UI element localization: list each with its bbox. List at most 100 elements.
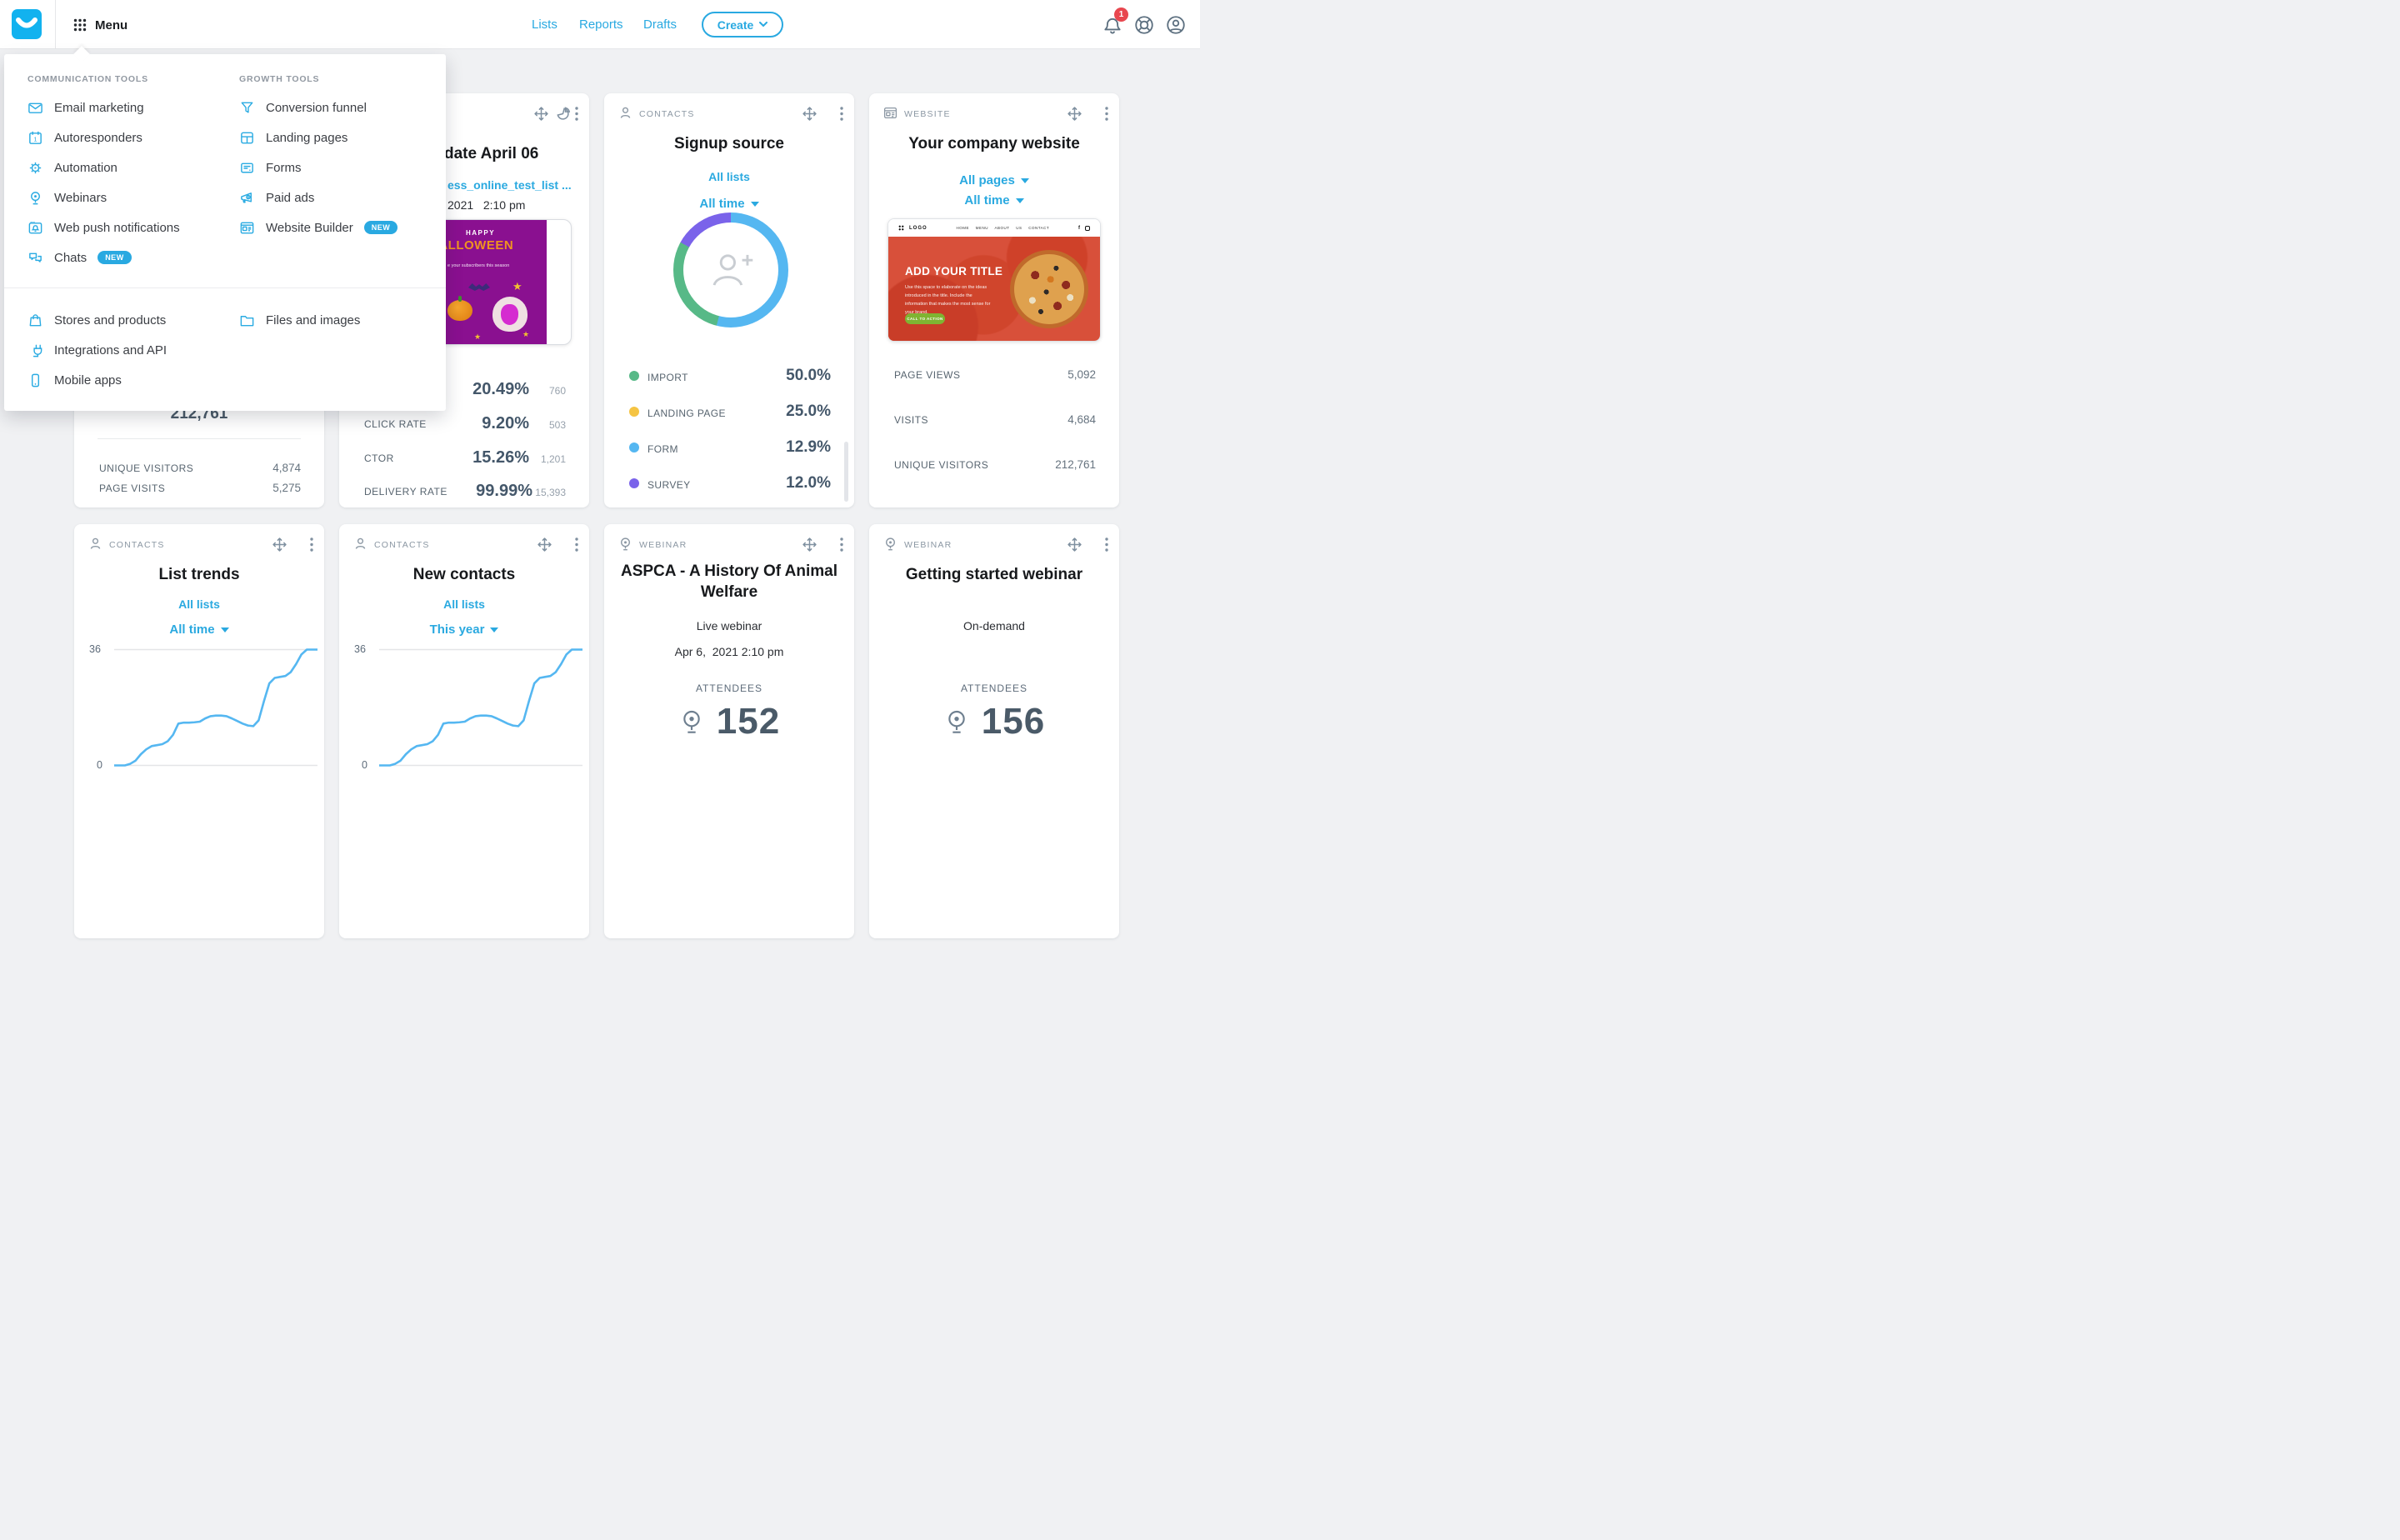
filter-caret-icon (750, 201, 759, 207)
move-card-icon[interactable] (1068, 538, 1082, 552)
attendees-count: 152 (716, 701, 781, 742)
website-preview[interactable]: LOGO HOME MENU ABOUT US CONTACT f ADD YO… (888, 218, 1101, 342)
mini-logo-icon (898, 225, 904, 231)
stat-count: 503 (548, 419, 566, 431)
hero-headline: ADD YOUR TITLE (905, 265, 1003, 278)
contacts-person-icon (353, 537, 368, 551)
stores-icon (29, 313, 42, 326)
move-card-icon[interactable] (272, 538, 287, 552)
paid-ads-icon (241, 192, 252, 202)
kebab-menu-icon[interactable] (1105, 538, 1108, 552)
menu-item-automation[interactable]: Automation (28, 157, 118, 178)
preview-kicker: HAPPY (466, 229, 496, 237)
kebab-menu-icon[interactable] (1105, 107, 1108, 121)
menu-item-mobile-apps[interactable]: Mobile apps (28, 369, 122, 391)
all-lists-link[interactable]: All lists (443, 598, 485, 611)
newsletter-list-link[interactable]: ess_online_test_list ... (448, 178, 572, 192)
help-lifebuoy-icon[interactable] (1133, 14, 1155, 36)
menu-item-files-and-images[interactable]: Files and images (239, 309, 360, 331)
attendees-row: 152 (612, 701, 846, 742)
move-card-icon[interactable] (802, 107, 817, 121)
kebab-menu-icon[interactable] (840, 107, 843, 121)
newsletter-title: date April 06 (444, 145, 539, 162)
attendees-row: 156 (878, 701, 1111, 742)
card-title: Your company website (908, 135, 1080, 152)
website-preview-navbar: LOGO HOME MENU ABOUT US CONTACT f (888, 219, 1100, 237)
card-category: CONTACTS (109, 540, 165, 550)
kebab-menu-icon[interactable] (575, 107, 578, 121)
line-chart: 36 0 (354, 638, 582, 771)
legend-row: SURVEY 12.0% (629, 474, 831, 496)
nav-lists[interactable]: Lists (532, 18, 558, 32)
legend-label: FORM (648, 443, 678, 455)
nav-drafts[interactable]: Drafts (643, 18, 678, 32)
y-axis-min-label: 0 (97, 759, 102, 771)
stat-label: UNIQUE VISITORS (99, 462, 194, 474)
time-filter[interactable]: All time (878, 193, 1111, 208)
stat-row: UNIQUE VISITORS 212,761 (894, 455, 1096, 475)
webinar-camera-icon (618, 537, 632, 551)
attendees-label: ATTENDEES (695, 682, 763, 694)
card-divider (98, 438, 301, 439)
menu-item-webinars[interactable]: Webinars (28, 187, 107, 208)
stat-row: DELIVERY RATE 99.99% 15,393 (364, 482, 566, 502)
stat-count: 15,393 (535, 487, 566, 498)
stat-row: CLICK RATE 9.20% 503 (364, 414, 566, 434)
stats-pie-icon[interactable] (556, 107, 570, 121)
move-card-icon[interactable] (802, 538, 817, 552)
kebab-menu-icon[interactable] (310, 538, 313, 552)
line-chart-svg (379, 648, 582, 767)
create-button[interactable]: Create (702, 12, 783, 38)
web-push-icon (28, 221, 42, 233)
stat-percentage: 99.99% (476, 482, 532, 500)
attendees-count: 156 (981, 701, 1046, 742)
legend-percentage: 12.0% (786, 474, 831, 492)
card-category: WEBINAR (639, 540, 688, 550)
move-card-icon[interactable] (534, 107, 548, 121)
header-divider (55, 0, 56, 48)
menu-button[interactable]: Menu (73, 13, 128, 37)
all-lists-link[interactable]: All lists (178, 598, 220, 611)
menu-item-website-builder[interactable]: Website Builder NEW (239, 217, 398, 238)
stat-value: 4,874 (272, 462, 301, 474)
menu-item-forms[interactable]: Forms (239, 157, 302, 178)
time-filter[interactable]: All time (82, 622, 316, 638)
legend-row: IMPORT 50.0% (629, 367, 831, 388)
card-category: CONTACTS (639, 109, 695, 119)
nav-reports[interactable]: Reports (579, 18, 623, 32)
notifications-bell-icon[interactable] (1102, 14, 1123, 36)
menu-item-stores-and-products[interactable]: Stores and products (28, 309, 166, 331)
move-card-icon[interactable] (538, 538, 552, 552)
new-contacts-card: CONTACTS New contacts All lists This yea… (339, 524, 589, 938)
kebab-menu-icon[interactable] (840, 538, 843, 552)
menu-item-integrations-and-api[interactable]: Integrations and API (28, 339, 167, 361)
menu-item-conversion-funnel[interactable]: Conversion funnel (239, 97, 367, 118)
menu-item-autoresponders[interactable]: 1 Autoresponders (28, 127, 142, 148)
account-avatar-icon[interactable] (1165, 14, 1187, 36)
svg-text:1: 1 (33, 135, 37, 142)
main-menu-dropdown: COMMUNICATION TOOLS GROWTH TOOLS Email m… (4, 46, 446, 411)
menu-item-web-push-notifications[interactable]: Web push notifications (28, 217, 180, 238)
getting-started-webinar-card: WEBINAR Getting started webinar On-deman… (869, 524, 1119, 938)
move-card-icon[interactable] (1068, 107, 1082, 121)
legend-scrollbar[interactable] (844, 442, 848, 502)
automation-icon (29, 162, 42, 173)
hero-body-text: Use this space to elaborate on the ideas… (905, 285, 991, 315)
y-axis-max-label: 36 (89, 643, 101, 655)
time-filter[interactable]: All time (612, 197, 846, 212)
funnel-icon (241, 102, 253, 112)
menu-item-paid-ads[interactable]: Paid ads (239, 187, 314, 208)
menu-item-email-marketing[interactable]: Email marketing (28, 97, 144, 118)
signup-source-card: CONTACTS Signup source All lists All tim… (604, 93, 854, 508)
landing-pages-icon (241, 132, 253, 143)
chats-icon (29, 252, 42, 262)
section-title-communication: COMMUNICATION TOOLS (28, 74, 148, 84)
kebab-menu-icon[interactable] (575, 538, 578, 552)
time-filter[interactable]: This year (348, 622, 581, 638)
legend-percentage: 50.0% (786, 367, 831, 384)
all-lists-link[interactable]: All lists (708, 170, 750, 183)
app-logo[interactable] (12, 9, 42, 39)
pages-filter[interactable]: All pages (878, 173, 1111, 188)
menu-item-landing-pages[interactable]: Landing pages (239, 127, 348, 148)
menu-item-chats[interactable]: Chats NEW (28, 247, 132, 268)
